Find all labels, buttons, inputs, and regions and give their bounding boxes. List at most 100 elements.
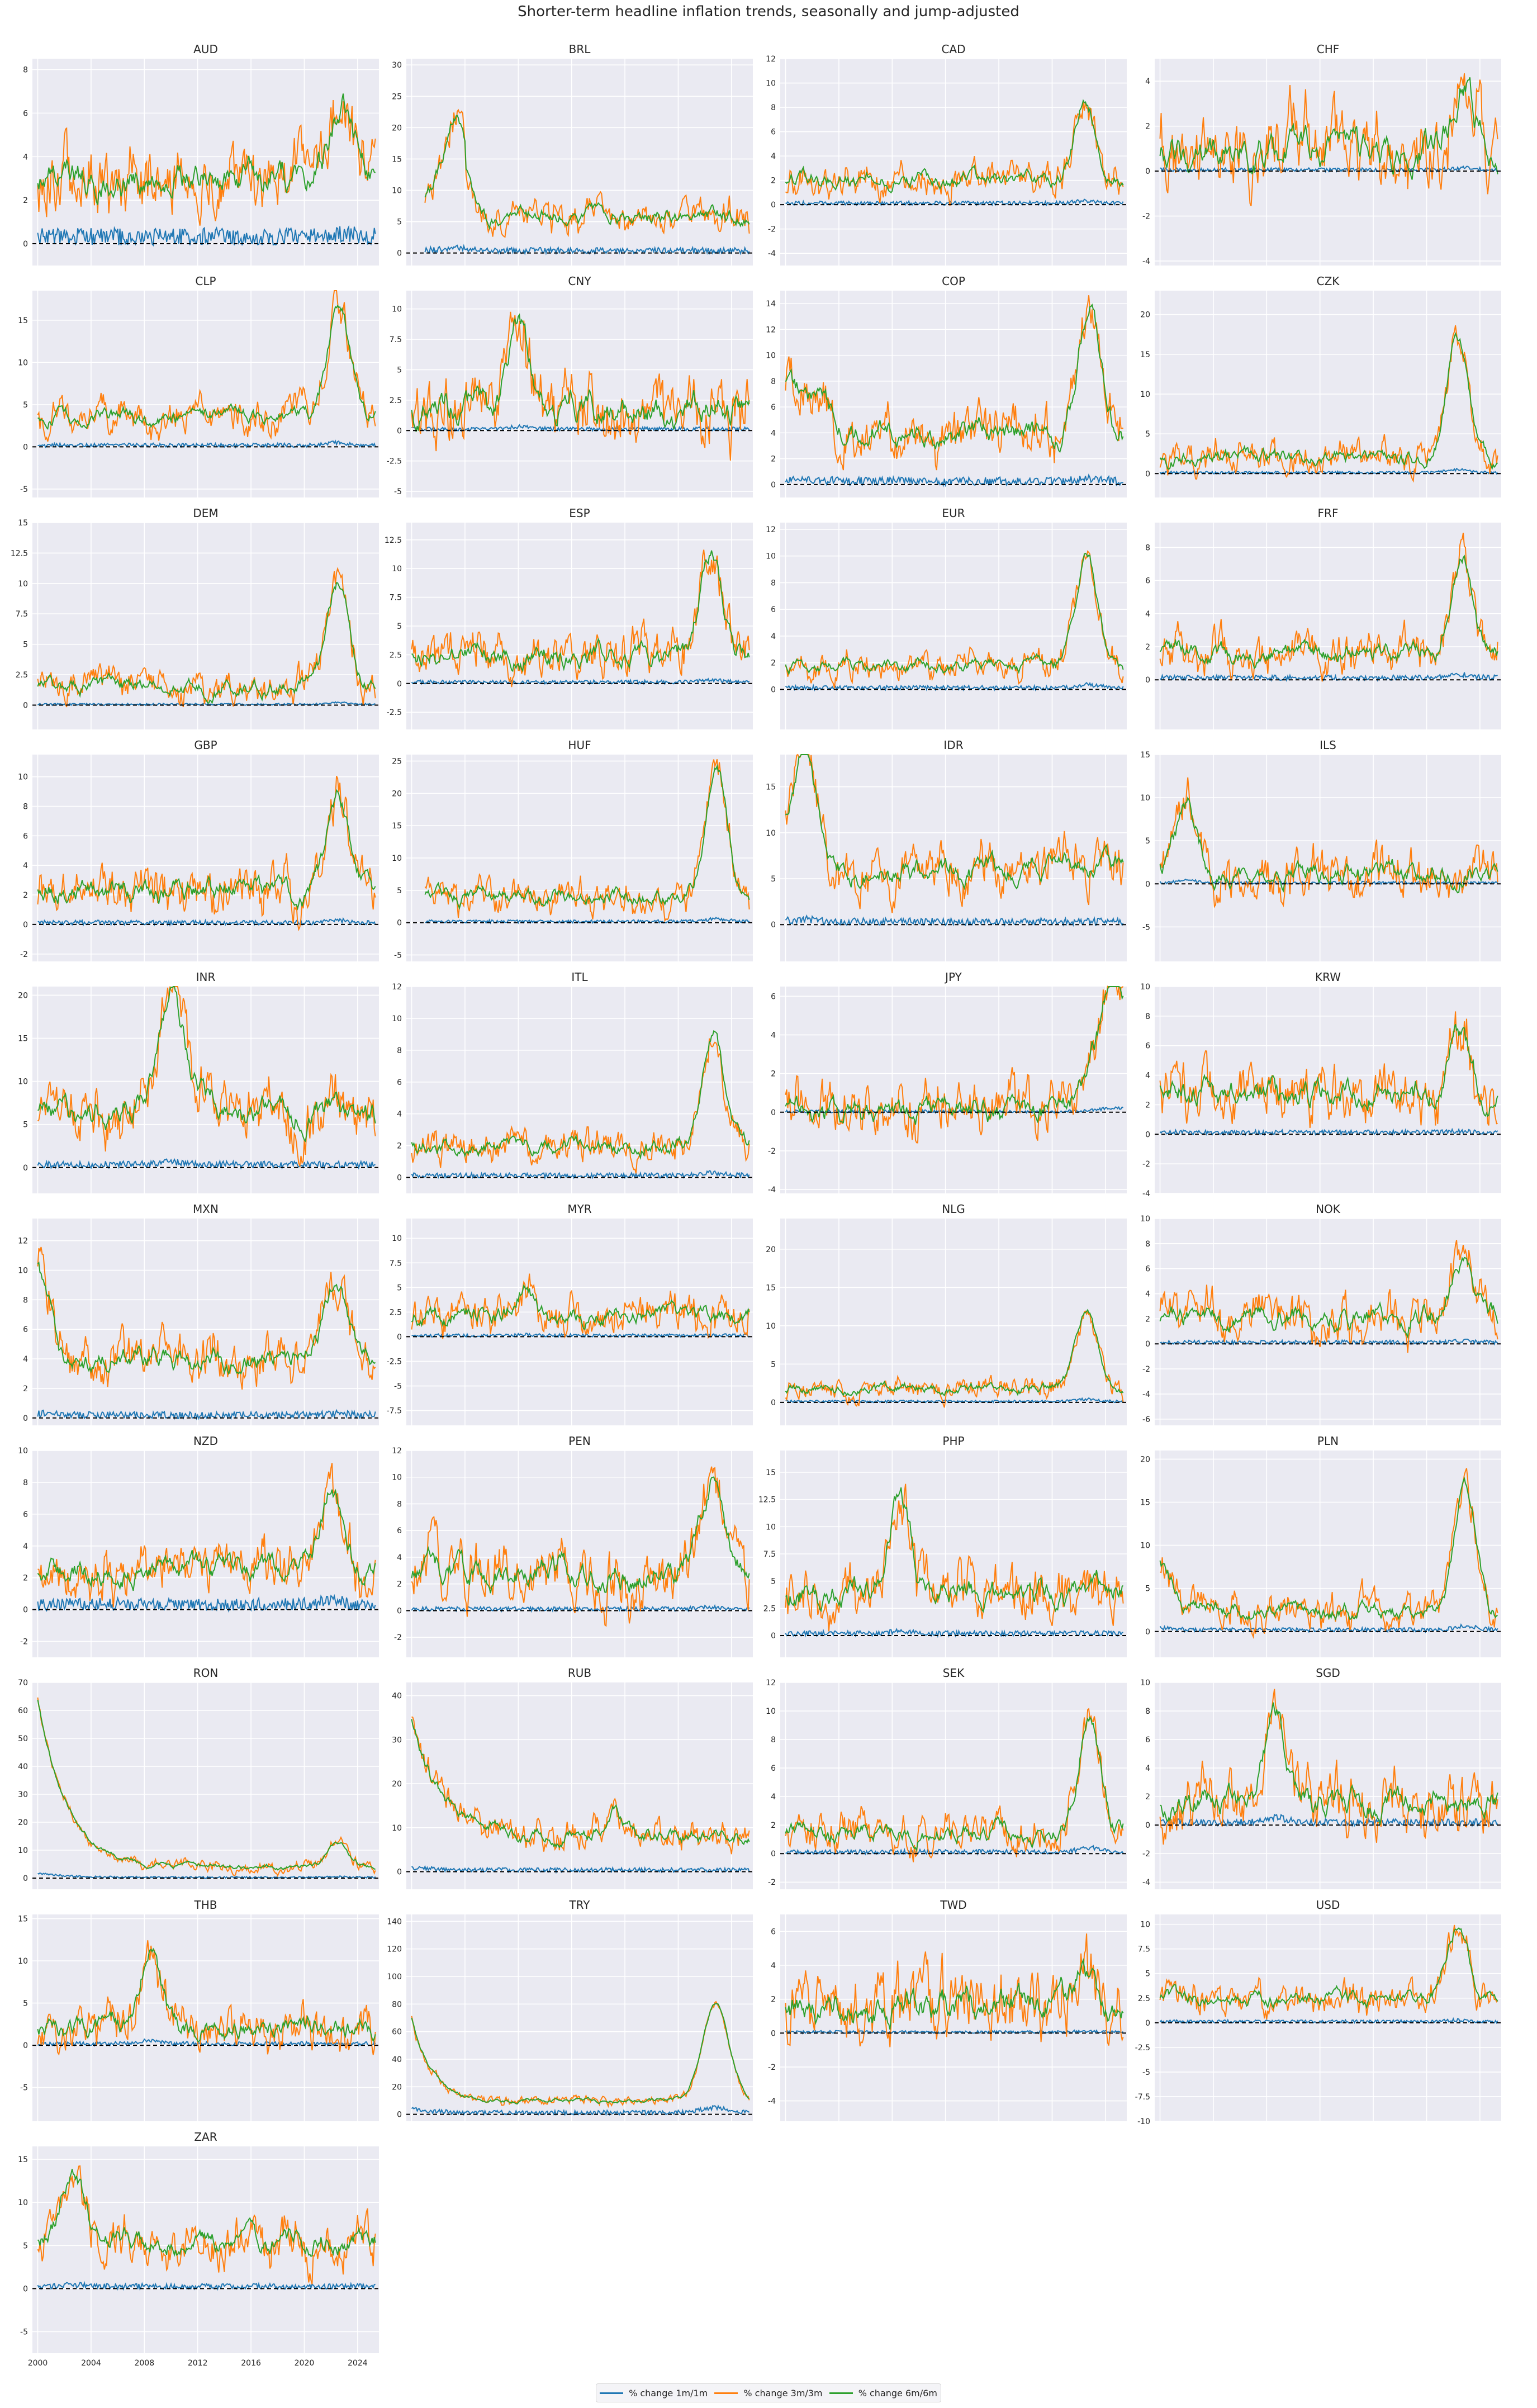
y-tick-label: 0 <box>771 921 776 930</box>
y-tick-label: 7.5 <box>16 610 28 619</box>
panel-brl: 0 5 10 15 20 25 30 BRL <box>392 42 753 266</box>
y-tick-label: 0 <box>771 2029 776 2038</box>
panel-title: TWD <box>940 1898 966 1912</box>
series-6m <box>37 1699 376 1871</box>
plot-area <box>780 1682 1127 1889</box>
y-tick-label: 4 <box>23 1355 28 1364</box>
y-tick-label: 4 <box>1145 610 1150 619</box>
panel-twd: -4 -2 0 2 4 6 TWD <box>768 1898 1127 2121</box>
panel-thb: -5 0 5 10 15 THB <box>18 1898 379 2121</box>
plot-area <box>780 1219 1127 1425</box>
y-tick-label: 0 <box>397 426 402 435</box>
y-tick-label: 10 <box>392 854 402 863</box>
y-tick-label: 10 <box>766 552 776 561</box>
y-tick-label: 2 <box>1145 1315 1150 1324</box>
y-tick-label: 0 <box>771 685 776 694</box>
y-tick-label: 12 <box>18 1237 28 1246</box>
panel-pln: 0 5 10 15 20 PLN <box>1140 1434 1501 1657</box>
series-6m <box>785 99 1124 194</box>
y-tick-label: 12.5 <box>11 549 28 558</box>
y-tick-label: -2.5 <box>387 708 402 717</box>
y-tick-label: 7.5 <box>1138 1945 1150 1954</box>
y-tick-label: 140 <box>387 1917 402 1926</box>
y-tick-label: 12 <box>392 1447 402 1456</box>
y-tick-label: 4 <box>1145 77 1150 86</box>
y-tick-label: 6 <box>397 1527 402 1535</box>
y-tick-label: 5 <box>397 1283 402 1292</box>
y-tick-label: 8 <box>1145 1012 1150 1021</box>
x-tick-label: 2016 <box>241 2359 261 2368</box>
y-tick-label: 7.5 <box>390 335 402 344</box>
y-tick-label: 8 <box>23 1296 28 1305</box>
panel-czk: 0 5 10 15 20 CZK <box>1140 274 1501 497</box>
panel-sek: -2 0 2 4 6 8 10 12 SEK <box>766 1666 1127 1889</box>
legend-swatch-3m <box>714 2392 738 2394</box>
series-1m <box>1159 1127 1498 1136</box>
y-tick-label: 15 <box>1140 751 1150 760</box>
y-tick-label: 10 <box>766 1707 776 1716</box>
y-tick-label: 0 <box>1145 880 1150 889</box>
y-tick-label: 70 <box>18 1679 28 1688</box>
y-tick-label: 2 <box>23 1574 28 1583</box>
series-6m <box>411 550 750 672</box>
x-tick-label: 2020 <box>295 2359 315 2368</box>
plot-area <box>780 59 1127 266</box>
y-tick-label: 0 <box>771 1850 776 1859</box>
y-tick-label: 6 <box>23 1325 28 1334</box>
y-tick-label: -7.5 <box>387 1407 402 1416</box>
series-6m <box>785 1716 1124 1852</box>
y-tick-label: 2 <box>771 1995 776 2004</box>
y-tick-label: 12 <box>766 1679 776 1688</box>
panel-title: NOK <box>1316 1202 1341 1216</box>
y-tick-label: 0 <box>397 919 402 928</box>
panel-title: IDR <box>943 738 963 752</box>
y-tick-label: -5 <box>1142 923 1150 932</box>
y-tick-label: -2 <box>1142 212 1150 221</box>
legend-label-1m: % change 1m/1m <box>629 2387 708 2398</box>
series-6m <box>37 2169 376 2257</box>
y-tick-label: 120 <box>387 1945 402 1954</box>
y-tick-label: 5 <box>397 887 402 895</box>
y-tick-label: -10 <box>1137 2117 1150 2126</box>
y-tick-label: -5 <box>394 951 402 960</box>
y-tick-label: -5 <box>20 485 28 494</box>
y-tick-label: 0 <box>23 701 28 710</box>
y-tick-label: -2 <box>1142 1160 1150 1169</box>
y-tick-label: 12 <box>766 325 776 334</box>
y-tick-label: 2 <box>1145 643 1150 652</box>
legend-swatch-6m <box>829 2392 853 2394</box>
y-tick-label: -4 <box>1142 257 1150 266</box>
series-6m <box>37 93 376 205</box>
panel-jpy: -4 -2 0 2 4 6 JPY <box>768 970 1127 1194</box>
y-tick-label: 15 <box>1140 1499 1150 1508</box>
series-1m <box>785 1397 1124 1404</box>
panel-frf: 0 2 4 6 8 FRF <box>1145 506 1501 729</box>
y-tick-label: -6 <box>1142 1415 1150 1424</box>
panel-nzd: -2 0 2 4 6 8 10 NZD <box>18 1434 379 1657</box>
plot-area <box>1155 523 1501 729</box>
series-6m <box>411 2003 749 2105</box>
series-1m <box>411 677 750 686</box>
panel-title: NLG <box>942 1202 965 1216</box>
y-tick-label: 0 <box>397 2111 402 2120</box>
series-1m <box>785 473 1123 487</box>
panel-title: NZD <box>193 1434 218 1448</box>
y-tick-label: 0 <box>23 1414 28 1423</box>
series-6m <box>37 986 376 1143</box>
y-tick-label: 2 <box>771 455 776 464</box>
x-tick-label: 2000 <box>28 2359 48 2368</box>
y-tick-label: 20 <box>1140 1455 1150 1464</box>
panel-title: AUD <box>193 42 218 56</box>
y-tick-label: 10 <box>18 1846 28 1855</box>
y-tick-label: 6 <box>23 832 28 841</box>
y-tick-label: 30 <box>18 1790 28 1799</box>
y-tick-label: -4 <box>1142 1189 1150 1198</box>
panel-title: ILS <box>1320 738 1336 752</box>
panel-title: FRF <box>1318 506 1339 520</box>
series-6m <box>785 303 1124 453</box>
y-tick-label: 6 <box>771 605 776 614</box>
panel-huf: -5 0 5 10 15 20 25 HUF <box>392 738 753 961</box>
panel-esp: -2.5 0 2.5 5 7.5 10 12.5 ESP <box>385 506 753 729</box>
x-tick-label: 2012 <box>188 2359 208 2368</box>
y-tick-label: -2 <box>768 225 776 234</box>
